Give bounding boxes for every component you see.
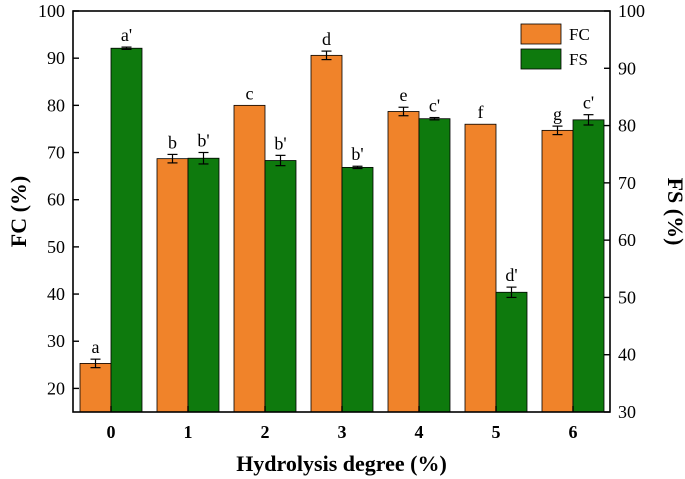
- error-bars-layer: [90, 46, 594, 369]
- right-y-tick-label: 30: [618, 402, 636, 422]
- x-tick-label: 0: [107, 422, 116, 442]
- significance-label-fc-0: a: [92, 337, 100, 357]
- left-y-tick-label: 70: [47, 143, 65, 163]
- x-tick-label: 5: [492, 422, 501, 442]
- bar-fc-3: [310, 54, 343, 413]
- significance-label-fs-1: b': [197, 130, 209, 150]
- right-y-axis-title: FS (%): [663, 178, 685, 246]
- right-y-tick-label: 40: [618, 345, 636, 365]
- x-tick-label: 6: [569, 422, 578, 442]
- bar-fs-5: [495, 291, 528, 413]
- significance-label-fc-4: e: [400, 85, 408, 105]
- significance-label-fs-2: b': [274, 133, 286, 153]
- x-tick-label: 4: [415, 422, 424, 442]
- significance-label-fc-6: g: [553, 104, 562, 124]
- significance-label-fs-0: a': [121, 25, 132, 45]
- right-y-tick-label: 100: [618, 1, 645, 21]
- left-y-axis-title: FC (%): [6, 176, 31, 247]
- bars-layer: [79, 47, 605, 413]
- right-y-tick-label: 50: [618, 287, 636, 307]
- bar-fc-2: [233, 104, 266, 413]
- bar-fs-3: [341, 166, 374, 413]
- left-y-tick-label: 60: [47, 190, 65, 210]
- bar-fc-1: [156, 158, 189, 413]
- left-y-tick-label: 80: [47, 95, 65, 115]
- x-tick-label: 2: [261, 422, 270, 442]
- left-y-tick-label: 90: [47, 48, 65, 68]
- bar-fs-6: [572, 119, 605, 413]
- x-axis-title: Hydrolysis degree (%): [236, 451, 447, 476]
- significance-label-fc-5: f: [478, 102, 484, 122]
- bar-fs-0: [110, 47, 143, 413]
- right-y-tick-label: 90: [618, 58, 636, 78]
- right-y-tick-label: 60: [618, 230, 636, 250]
- bar-fs-2: [264, 160, 297, 413]
- significance-label-fc-2: c: [246, 83, 254, 103]
- significance-label-fc-3: d: [322, 29, 331, 49]
- legend-swatch-fs: [520, 48, 562, 70]
- bar-fc-5: [464, 123, 497, 413]
- bar-fc-0: [79, 363, 112, 413]
- bar-fs-1: [187, 157, 220, 413]
- axes-layer: 20 30 40 50 60 70 80 90 100 30 40 50 60 70 80 90 100 0 1 2 3…: [38, 1, 645, 442]
- left-y-tick-label: 20: [47, 378, 65, 398]
- legend-label-fs: FS: [569, 50, 588, 69]
- significance-labels-layer: a b c d e f g a' b' b' b' c' d' c': [92, 25, 595, 357]
- bar-fc-4: [387, 111, 420, 413]
- bar-fc-6: [541, 129, 574, 413]
- left-y-tick-label: 50: [47, 237, 65, 257]
- legend: FC FS: [520, 23, 590, 70]
- significance-label-fs-4: c': [429, 96, 440, 116]
- x-tick-label: 3: [338, 422, 347, 442]
- right-y-tick-label: 70: [618, 173, 636, 193]
- significance-label-fs-6: c': [583, 93, 594, 113]
- legend-label-fc: FC: [569, 25, 590, 44]
- left-y-tick-label: 30: [47, 331, 65, 351]
- left-y-tick-label: 100: [38, 1, 65, 21]
- significance-label-fc-1: b: [168, 132, 177, 152]
- legend-swatch-fc: [520, 23, 562, 45]
- significance-label-fs-3: b': [351, 144, 363, 164]
- bar-fs-4: [418, 118, 451, 413]
- x-tick-label: 1: [184, 422, 193, 442]
- significance-label-fs-5: d': [505, 265, 517, 285]
- right-y-tick-label: 80: [618, 116, 636, 136]
- left-y-tick-label: 40: [47, 284, 65, 304]
